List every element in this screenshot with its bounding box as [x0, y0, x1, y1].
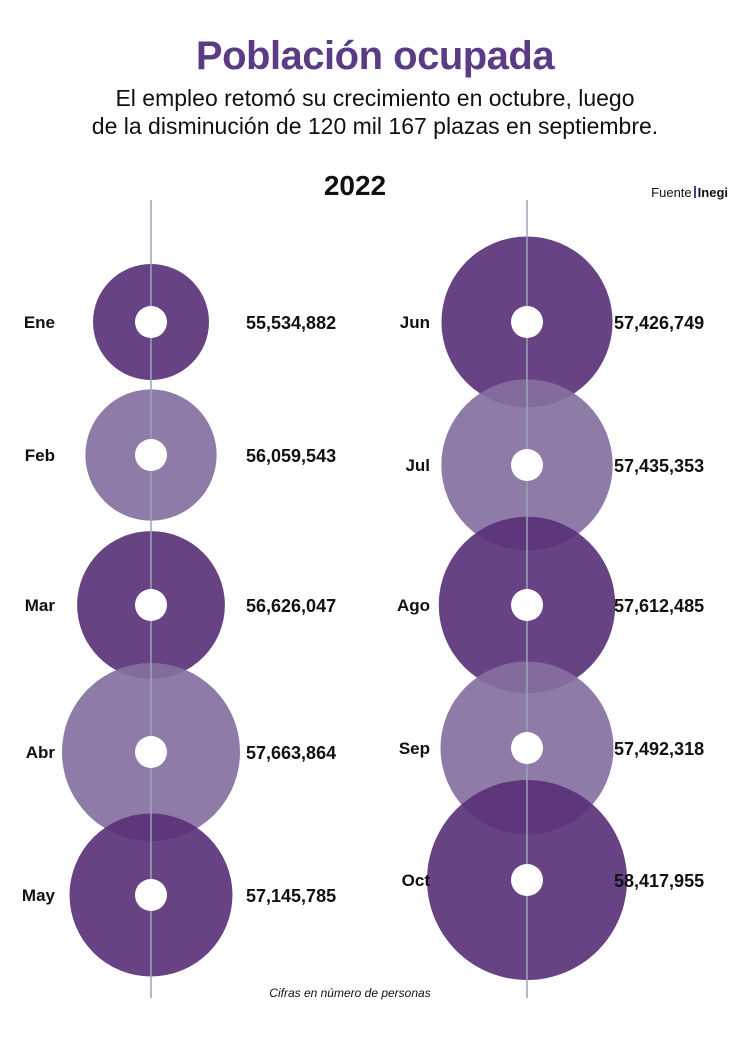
chart-subtitle: El empleo retomó su crecimiento en octub… — [60, 84, 690, 140]
month-label-may: May — [22, 886, 56, 905]
month-label-jun: Jun — [400, 313, 430, 332]
chart-title: Población ocupada — [195, 34, 555, 78]
subtitle-line-1: El empleo retomó su crecimiento en octub… — [115, 85, 635, 111]
value-label-sep: 57,492,318 — [614, 739, 704, 759]
year-label: 2022 — [323, 170, 387, 201]
bubble-hole-may — [135, 879, 167, 911]
bubble-hole-jun — [511, 306, 543, 338]
value-label-oct: 58,417,955 — [614, 871, 704, 891]
bubble-hole-abr — [135, 736, 167, 768]
source-credit: Fuente Inegi — [651, 185, 728, 200]
bubble-hole-sep — [511, 732, 543, 764]
bubble-hole-oct — [511, 864, 543, 896]
month-label-oct: Oct — [402, 871, 431, 890]
value-label-jun: 57,426,749 — [614, 313, 704, 333]
month-label-sep: Sep — [399, 739, 430, 758]
value-label-feb: 56,059,543 — [246, 446, 336, 466]
value-label-jul: 57,435,353 — [614, 456, 704, 476]
bubble-hole-mar — [135, 589, 167, 621]
value-label-may: 57,145,785 — [246, 886, 336, 906]
subtitle-line-2: de la disminución de 120 mil 167 plazas … — [91, 113, 659, 139]
label-layer: Ene 55,534,882 Feb 56,059,543 Mar 56,626,047 A… — [22, 313, 704, 906]
hole-layer — [135, 306, 543, 911]
value-label-mar: 56,626,047 — [246, 596, 336, 616]
month-label-ago: Ago — [397, 596, 430, 615]
bubble-hole-ago — [511, 589, 543, 621]
value-label-ene: 55,534,882 — [246, 313, 336, 333]
source-label: Fuente — [651, 185, 692, 200]
source-divider — [693, 186, 696, 198]
month-label-ene: Ene — [24, 313, 55, 332]
source-name: Inegi — [697, 185, 728, 200]
month-label-jul: Jul — [405, 456, 430, 475]
month-label-feb: Feb — [25, 446, 55, 465]
month-label-mar: Mar — [25, 596, 56, 615]
bubble-hole-feb — [135, 439, 167, 471]
value-label-ago: 57,612,485 — [614, 596, 704, 616]
bubble-hole-ene — [135, 306, 167, 338]
month-label-abr: Abr — [26, 743, 56, 762]
value-label-abr: 57,663,864 — [246, 743, 336, 763]
bubble-hole-jul — [511, 449, 543, 481]
footnote: Cifras en número de personas — [269, 986, 431, 1000]
